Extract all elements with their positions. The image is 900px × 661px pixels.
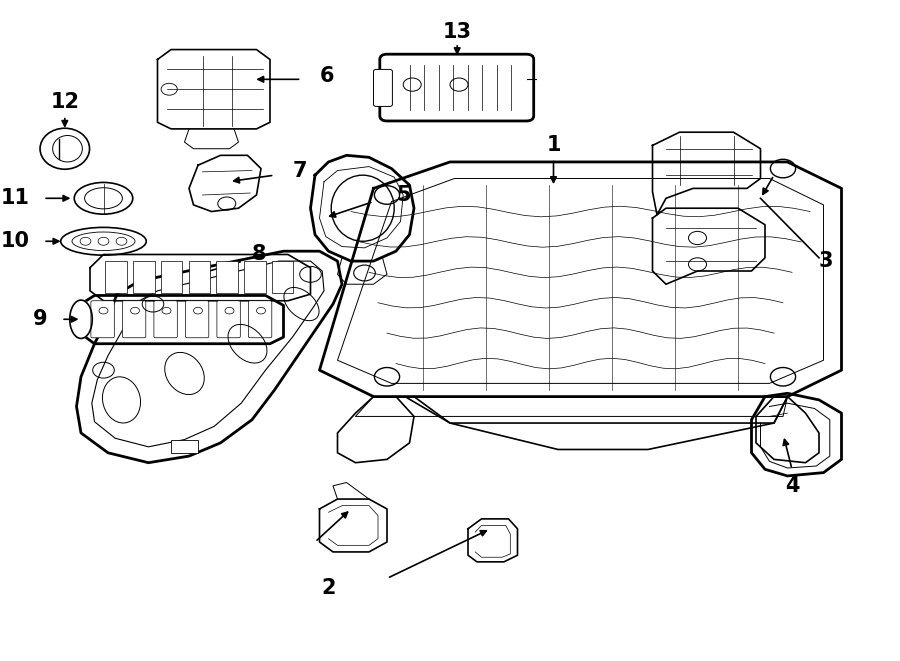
Polygon shape [158, 50, 270, 129]
Polygon shape [189, 155, 261, 212]
FancyBboxPatch shape [374, 69, 392, 106]
Text: 7: 7 [292, 161, 307, 180]
Polygon shape [752, 393, 842, 476]
Text: 13: 13 [443, 22, 472, 42]
Polygon shape [90, 254, 310, 301]
Polygon shape [320, 162, 842, 397]
Text: 8: 8 [252, 245, 266, 264]
Text: 6: 6 [320, 66, 334, 86]
FancyBboxPatch shape [105, 261, 127, 293]
FancyBboxPatch shape [171, 440, 198, 453]
Ellipse shape [61, 227, 146, 255]
Ellipse shape [40, 128, 89, 169]
Ellipse shape [74, 182, 133, 214]
FancyBboxPatch shape [217, 301, 240, 338]
Polygon shape [652, 208, 765, 284]
FancyBboxPatch shape [185, 301, 209, 338]
FancyBboxPatch shape [216, 261, 238, 293]
Text: 12: 12 [50, 93, 79, 112]
FancyBboxPatch shape [244, 261, 266, 293]
FancyBboxPatch shape [248, 301, 272, 338]
FancyBboxPatch shape [380, 54, 534, 121]
Text: 9: 9 [33, 309, 48, 329]
FancyBboxPatch shape [161, 261, 183, 293]
FancyBboxPatch shape [91, 301, 114, 338]
Polygon shape [652, 132, 760, 215]
FancyBboxPatch shape [154, 301, 177, 338]
Polygon shape [756, 397, 819, 463]
Text: 11: 11 [1, 188, 30, 208]
Polygon shape [320, 499, 387, 552]
Polygon shape [338, 397, 414, 463]
Polygon shape [81, 295, 284, 344]
Text: 2: 2 [321, 578, 336, 598]
Text: 3: 3 [819, 251, 833, 271]
Text: 4: 4 [785, 476, 799, 496]
Text: 1: 1 [546, 136, 561, 155]
FancyBboxPatch shape [189, 261, 210, 293]
Text: 10: 10 [1, 231, 30, 251]
Polygon shape [338, 258, 387, 284]
Text: 5: 5 [396, 185, 410, 205]
FancyBboxPatch shape [272, 261, 293, 293]
FancyBboxPatch shape [122, 301, 146, 338]
FancyBboxPatch shape [133, 261, 155, 293]
Polygon shape [310, 155, 414, 261]
Polygon shape [76, 251, 342, 463]
Ellipse shape [70, 300, 92, 338]
Polygon shape [468, 519, 518, 562]
